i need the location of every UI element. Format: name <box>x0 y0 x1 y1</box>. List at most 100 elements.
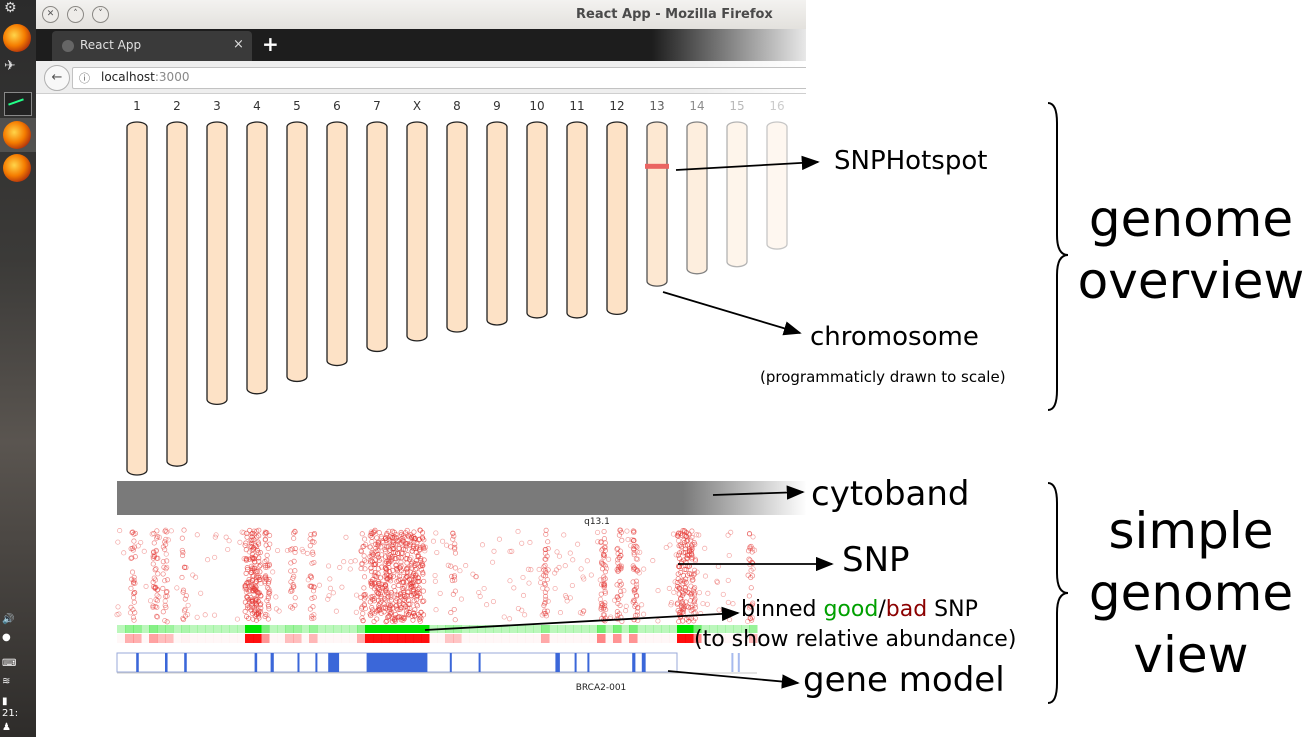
wifi-icon[interactable]: ≋ <box>2 676 11 687</box>
snp-point <box>407 556 413 562</box>
label-simple-genome-view: simple genome view <box>1072 500 1310 686</box>
maximize-window-button[interactable]: ˅ <box>92 6 109 23</box>
battery-icon[interactable]: ▮ <box>2 696 8 707</box>
snp-point <box>409 548 415 554</box>
keyboard-icon[interactable]: ⌨ <box>2 658 17 669</box>
minimize-window-button[interactable]: ˄ <box>67 6 84 23</box>
snp-point <box>545 546 551 552</box>
snp-point <box>395 592 401 598</box>
snp-point <box>691 599 697 605</box>
snp-point <box>256 563 262 569</box>
snp-point <box>241 530 247 536</box>
snp-point <box>452 588 458 594</box>
clock[interactable]: 21: <box>2 708 19 719</box>
notification-icon[interactable]: ● <box>2 632 11 643</box>
binned-good-cell <box>133 625 142 633</box>
tab-react-app[interactable]: React App × <box>52 31 252 61</box>
snp-point <box>616 596 622 602</box>
snp-point <box>691 618 697 624</box>
snp-point <box>246 599 252 605</box>
snp-point <box>619 537 625 543</box>
snp-point <box>684 542 691 548</box>
chromosome-label: 13 <box>649 99 664 113</box>
snp-point <box>154 613 160 619</box>
snp-point <box>725 532 731 538</box>
snp-point <box>398 590 404 597</box>
binned-good-cell <box>205 625 214 633</box>
url-text[interactable]: localhost:3000 <box>101 70 189 84</box>
snp-point <box>477 593 483 599</box>
back-button[interactable]: ← <box>44 65 70 91</box>
snp-point <box>720 591 726 597</box>
snp-point <box>154 592 160 598</box>
snp-point <box>598 591 604 597</box>
snp-point <box>245 579 252 585</box>
snp-point <box>396 545 402 551</box>
volume-icon[interactable]: 🔊 <box>2 614 15 625</box>
terminal-icon[interactable] <box>4 92 32 116</box>
close-window-button[interactable]: ✕ <box>42 6 59 23</box>
chromosome-label: 1 <box>133 99 141 113</box>
snp-point <box>374 616 380 622</box>
snp-point <box>417 546 423 552</box>
snp-point <box>522 612 528 618</box>
snp-point <box>515 605 521 612</box>
user-icon[interactable]: ♟ <box>2 722 11 733</box>
snp-point <box>132 580 138 586</box>
snp-point <box>600 552 607 558</box>
snp-point <box>383 567 390 573</box>
snp-point <box>432 578 438 584</box>
snp-point <box>251 536 257 543</box>
bird-icon[interactable]: ✈ <box>4 58 16 74</box>
snp-point <box>388 597 395 603</box>
snp-point <box>414 603 420 609</box>
snp-point <box>728 529 734 535</box>
snp-point <box>476 589 482 596</box>
snp-point <box>289 546 295 552</box>
snp-point <box>154 614 160 620</box>
snp-point <box>292 546 298 552</box>
snp-point <box>634 593 640 599</box>
new-tab-button[interactable]: + <box>262 32 279 56</box>
binned-bad-cell <box>133 634 142 643</box>
gear-icon[interactable]: ⚙ <box>4 0 17 16</box>
info-icon[interactable]: ⓘ <box>79 72 90 85</box>
close-tab-icon[interactable]: × <box>233 37 244 52</box>
snp-point <box>265 616 271 622</box>
gene-exon <box>270 653 274 672</box>
snp-point <box>377 575 383 581</box>
snp-point <box>639 602 645 608</box>
snp-point <box>411 529 417 535</box>
snp-point <box>244 556 250 563</box>
snp-point <box>379 584 385 591</box>
snp-point <box>412 573 418 579</box>
binned-good-cell <box>573 625 582 633</box>
snp-point <box>273 606 279 612</box>
snp-point <box>182 596 188 602</box>
snp-point <box>683 579 689 586</box>
snp-point <box>390 573 396 579</box>
snp-point <box>371 529 377 535</box>
firefox-icon[interactable] <box>3 24 31 52</box>
label-chromosome: chromosome <box>810 322 979 352</box>
snp-point <box>266 576 272 583</box>
snp-point <box>383 532 390 538</box>
chromosome-label: 6 <box>333 99 341 113</box>
snp-point <box>525 566 531 572</box>
binned-good-cell <box>309 625 318 633</box>
snp-point <box>631 543 637 550</box>
snp-point <box>641 611 647 617</box>
url-bar[interactable]: ⓘ localhost:3000 <box>72 67 806 89</box>
snp-point <box>347 566 353 572</box>
snp-point <box>389 546 395 552</box>
snp-point <box>310 551 316 557</box>
snp-point <box>678 603 684 609</box>
favicon-icon <box>62 40 74 52</box>
snp-point <box>154 598 161 604</box>
chromosome-body <box>246 121 268 395</box>
snp-point <box>249 610 255 617</box>
firefox-icon[interactable] <box>3 121 31 149</box>
gene-label: BRCA2-001 <box>576 683 627 693</box>
firefox-icon[interactable] <box>3 154 31 182</box>
binned-good-cell <box>461 625 470 633</box>
